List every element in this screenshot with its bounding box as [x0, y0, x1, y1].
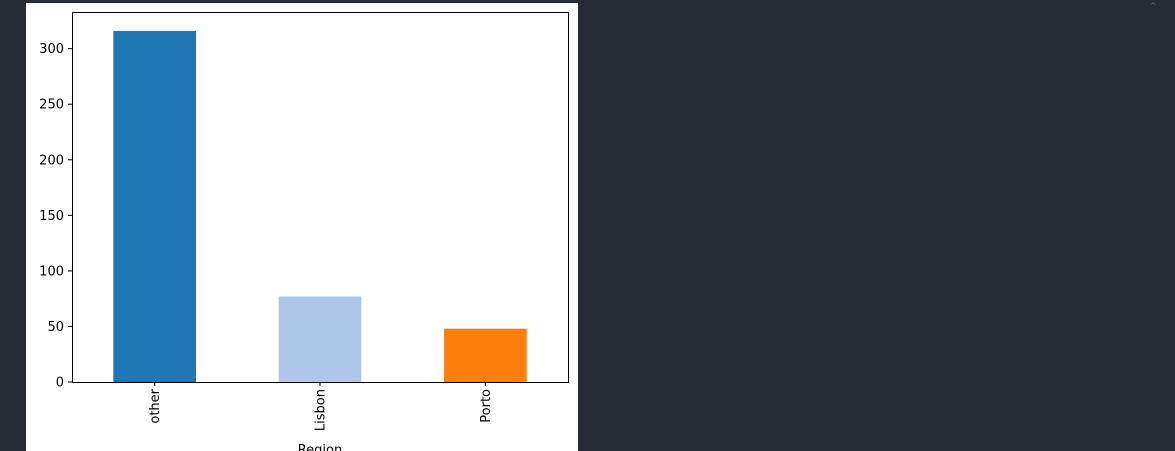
- bar-chart: 0 50 100 150 200 250 300 other Lisbon Porto Regi…: [39, 12, 569, 451]
- y-tick-label: 150: [39, 209, 64, 224]
- y-axis: 0 50 100 150 200 250 300: [39, 42, 72, 391]
- x-tick-label: other: [148, 388, 163, 423]
- x-tick-label: Porto: [479, 389, 494, 423]
- y-tick-label: 50: [47, 320, 64, 335]
- x-axis-title: Region: [298, 443, 343, 451]
- y-tick-label: 300: [39, 42, 64, 57]
- y-tick-label: 100: [39, 264, 64, 279]
- bar-porto: [444, 328, 527, 382]
- bar-other: [113, 30, 196, 383]
- plot-frame: [72, 12, 569, 383]
- bars-group: [113, 30, 527, 383]
- y-tick-label: 0: [56, 376, 64, 391]
- bar-lisbon: [278, 296, 362, 382]
- y-tick-label: 200: [39, 153, 64, 168]
- x-tick-label: Lisbon: [314, 389, 329, 431]
- x-axis: other Lisbon Porto: [148, 382, 494, 431]
- chevron-up-icon[interactable]: ^: [1149, 2, 1157, 12]
- figure-card: 0 50 100 150 200 250 300 other Lisbon Porto Regi…: [26, 3, 578, 451]
- y-tick-label: 250: [39, 98, 64, 113]
